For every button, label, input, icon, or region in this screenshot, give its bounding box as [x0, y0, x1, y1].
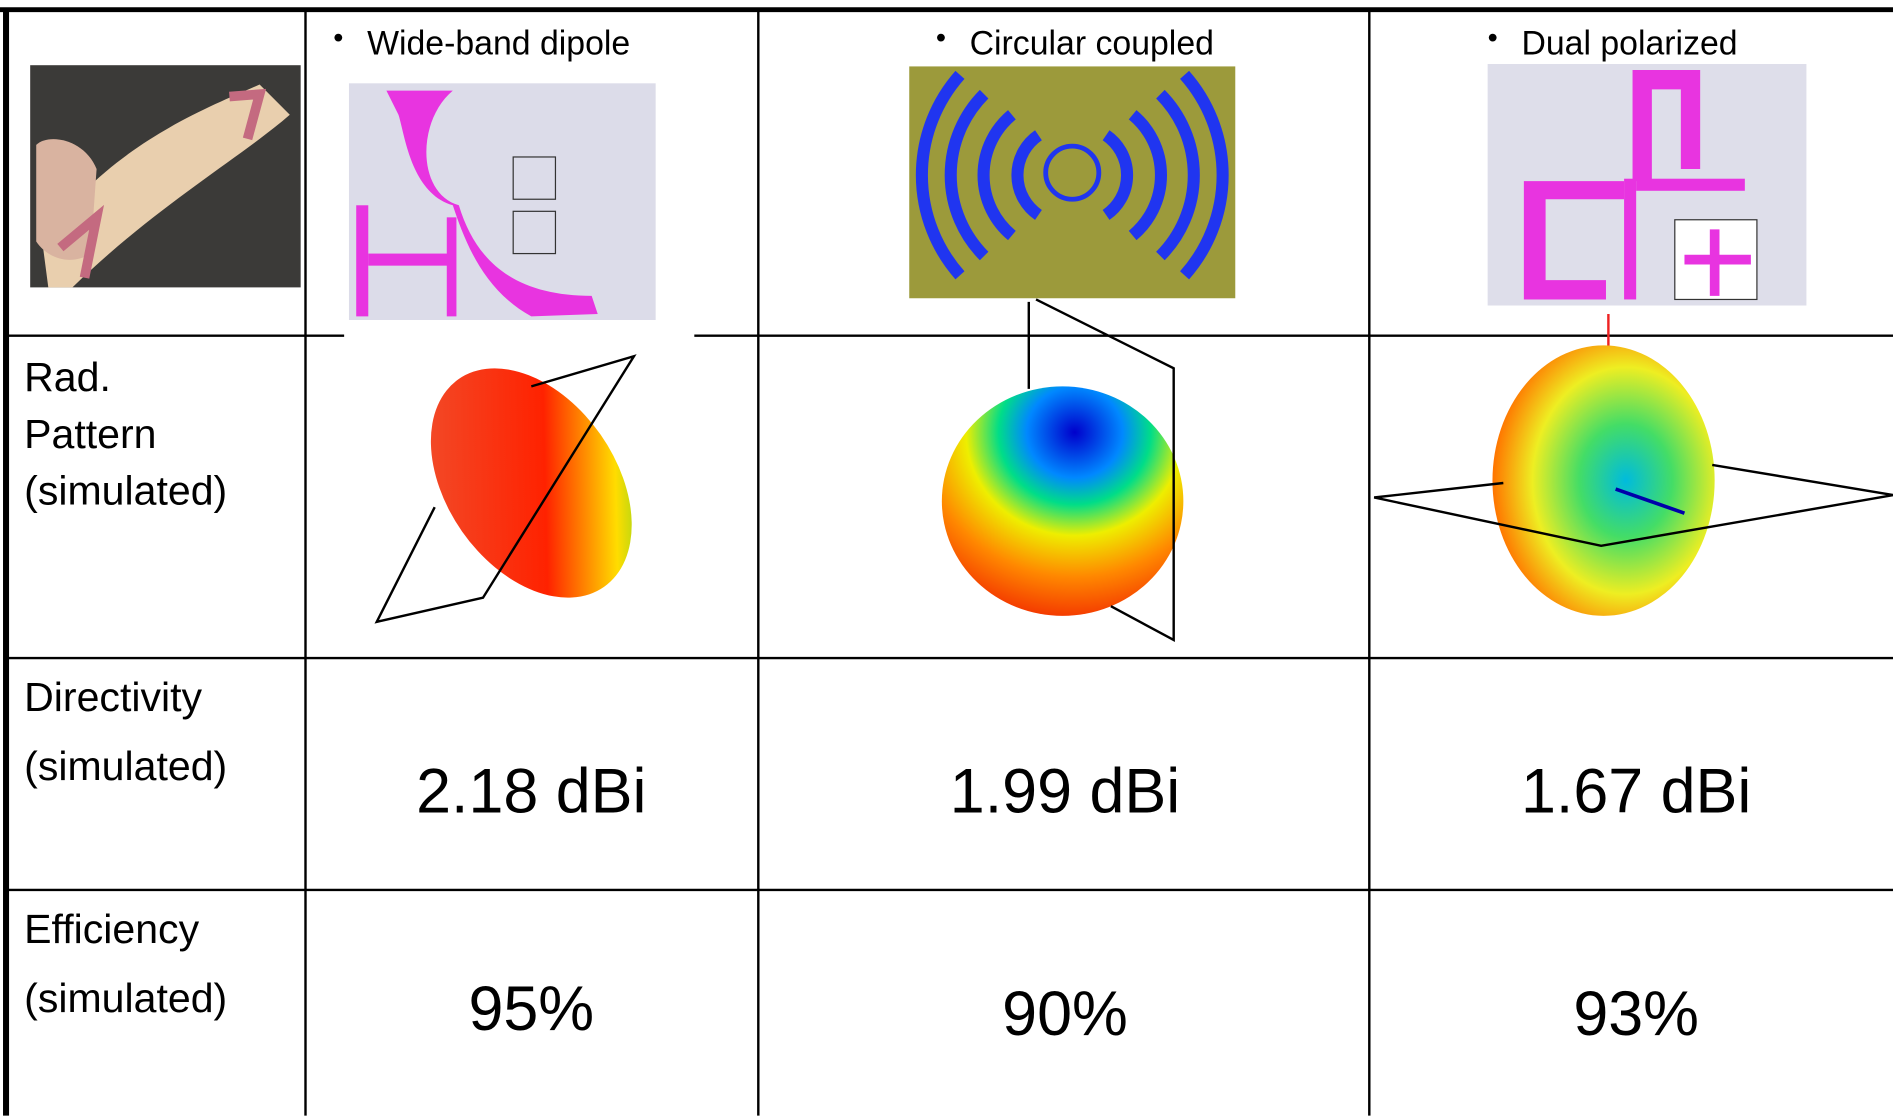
row-label: Efficiency (simulated) [24, 896, 227, 1034]
slide: • Wide-band dipole • Circular coupled • … [0, 0, 1893, 1116]
circular-layout [909, 66, 1235, 298]
photo-flexible-antenna [30, 65, 300, 287]
dual-polarized-layout [1488, 64, 1807, 306]
bullet: • [333, 22, 343, 56]
row-label: Rad. Pattern (simulated) [24, 350, 227, 520]
cell-value: 1.67 dBi [1395, 756, 1878, 828]
radiation-pattern-2 [942, 299, 1184, 640]
cell-value: 1.99 dBi [824, 756, 1307, 828]
cell-value: 2.18 dBi [290, 756, 773, 828]
radiation-pattern-3 [1374, 314, 1893, 616]
row-label: Directivity (simulated) [24, 664, 227, 802]
bullet: • [936, 22, 946, 56]
bullet: • [1488, 22, 1498, 56]
column-header: Dual polarized [1521, 24, 1737, 63]
radiation-pattern-1 [377, 331, 674, 636]
table-drawing [0, 0, 1893, 1116]
cell-value: 93% [1395, 978, 1878, 1050]
column-header: Wide-band dipole [367, 24, 630, 63]
dipole-layout [349, 83, 656, 320]
page: • Wide-band dipole • Circular coupled • … [0, 0, 1893, 1116]
cell-value: 90% [824, 978, 1307, 1050]
column-header: Circular coupled [970, 24, 1214, 63]
cell-value: 95% [290, 973, 773, 1045]
